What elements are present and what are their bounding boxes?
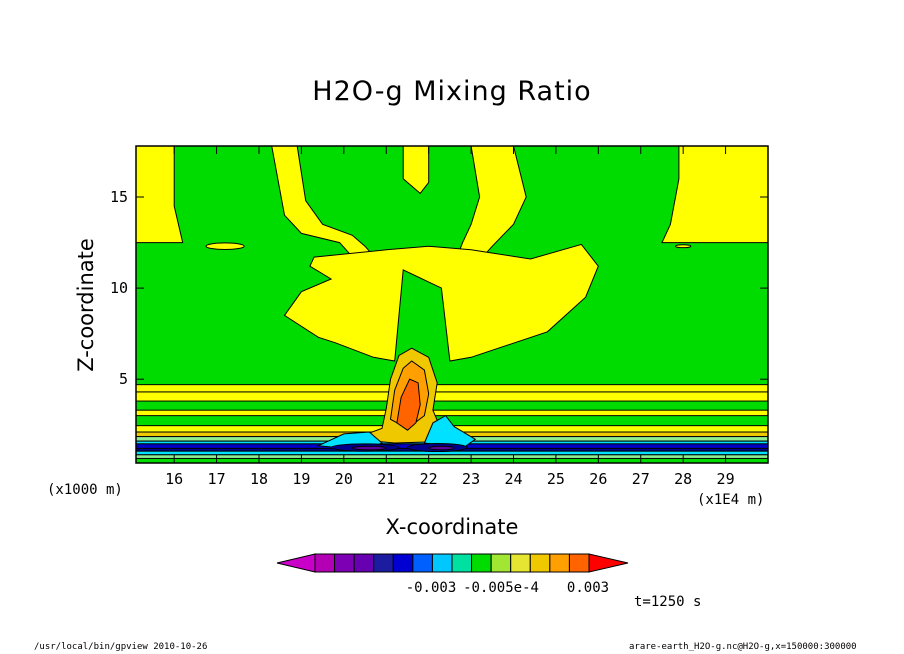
band-z07 [136, 454, 768, 459]
footer-left-text: /usr/local/bin/gpview 2010-10-26 [34, 642, 208, 652]
colorbar-arrow-left [276, 553, 316, 573]
contour-field [136, 146, 768, 463]
x-tick-label: 26 [589, 470, 607, 488]
contour-upper-plume [283, 243, 599, 362]
chart-title: H2O-g Mixing Ratio [312, 76, 592, 107]
x-tick-label: 16 [165, 470, 183, 488]
x-tick-label: 25 [547, 470, 565, 488]
band-z40 [136, 391, 768, 402]
contour-upper-left [136, 146, 184, 244]
pocket-purple-right [428, 445, 455, 451]
colorbar-segment [490, 553, 512, 573]
x-tick-label: 28 [674, 470, 692, 488]
y-tick-label: 10 [110, 279, 128, 297]
contour-small-right [675, 244, 692, 249]
colorbar-segment [471, 553, 492, 573]
band-z45 [136, 384, 768, 393]
x-axis-label: X-coordinate [385, 515, 519, 539]
band-z31 [136, 409, 768, 417]
footer-right-text: arare-earth_H2O-g.nc@H2O-g,x=150000:3000… [629, 642, 857, 652]
colorbar-segment [412, 553, 433, 573]
colorbar-label: -0.003 [406, 580, 457, 596]
y-tick-label: 15 [110, 188, 128, 206]
colorbar-segment [334, 553, 355, 573]
contour-top-center [402, 146, 430, 195]
contour-upper-right [661, 146, 768, 244]
x-tick-label: 19 [292, 470, 310, 488]
colorbar-segment [510, 553, 531, 573]
plume-core [396, 378, 421, 431]
x-tick-label: 17 [208, 470, 226, 488]
x-tick-label: 23 [462, 470, 480, 488]
band-z09 [136, 450, 768, 456]
colorbar-segment [373, 553, 394, 573]
colorbar-label: 0.003 [567, 580, 609, 596]
colorbar: -0.003 -0.005e-4 0.003 [276, 553, 629, 596]
plot-area [136, 146, 768, 463]
x-tick-label: 24 [504, 470, 522, 488]
x-tick-label: 27 [632, 470, 650, 488]
x-tick-label: 21 [377, 470, 395, 488]
x-scale-label: (x1E4 m) [697, 492, 765, 508]
pocket-purple-left [351, 445, 387, 451]
time-label: t=1250 s [634, 594, 702, 610]
colorbar-segment [392, 553, 414, 573]
x-tick-label: 22 [420, 470, 438, 488]
plot-frame [135, 145, 769, 464]
colorbar-segment [529, 553, 551, 573]
colorbar-arrow-right [588, 553, 629, 573]
axes: 16 17 18 19 20 21 22 23 24 25 26 27 28 29 5 10 15 [110, 145, 769, 488]
colorbar-segment [353, 553, 375, 573]
colorbar-segment [549, 553, 570, 573]
colorbar-label: -0.005e-4 [463, 580, 539, 596]
contour-small-left [205, 242, 245, 250]
colorbar-segment [451, 553, 473, 573]
x-unit-label: (x1000 m) [47, 482, 123, 498]
x-tick-label: 29 [717, 470, 735, 488]
colorbar-segment [314, 553, 336, 573]
x-tick-label: 18 [250, 470, 268, 488]
y-tick-label: 5 [119, 370, 128, 388]
colorbar-segment [431, 553, 453, 573]
x-tick-label: 20 [335, 470, 353, 488]
colorbar-segment [568, 553, 590, 573]
